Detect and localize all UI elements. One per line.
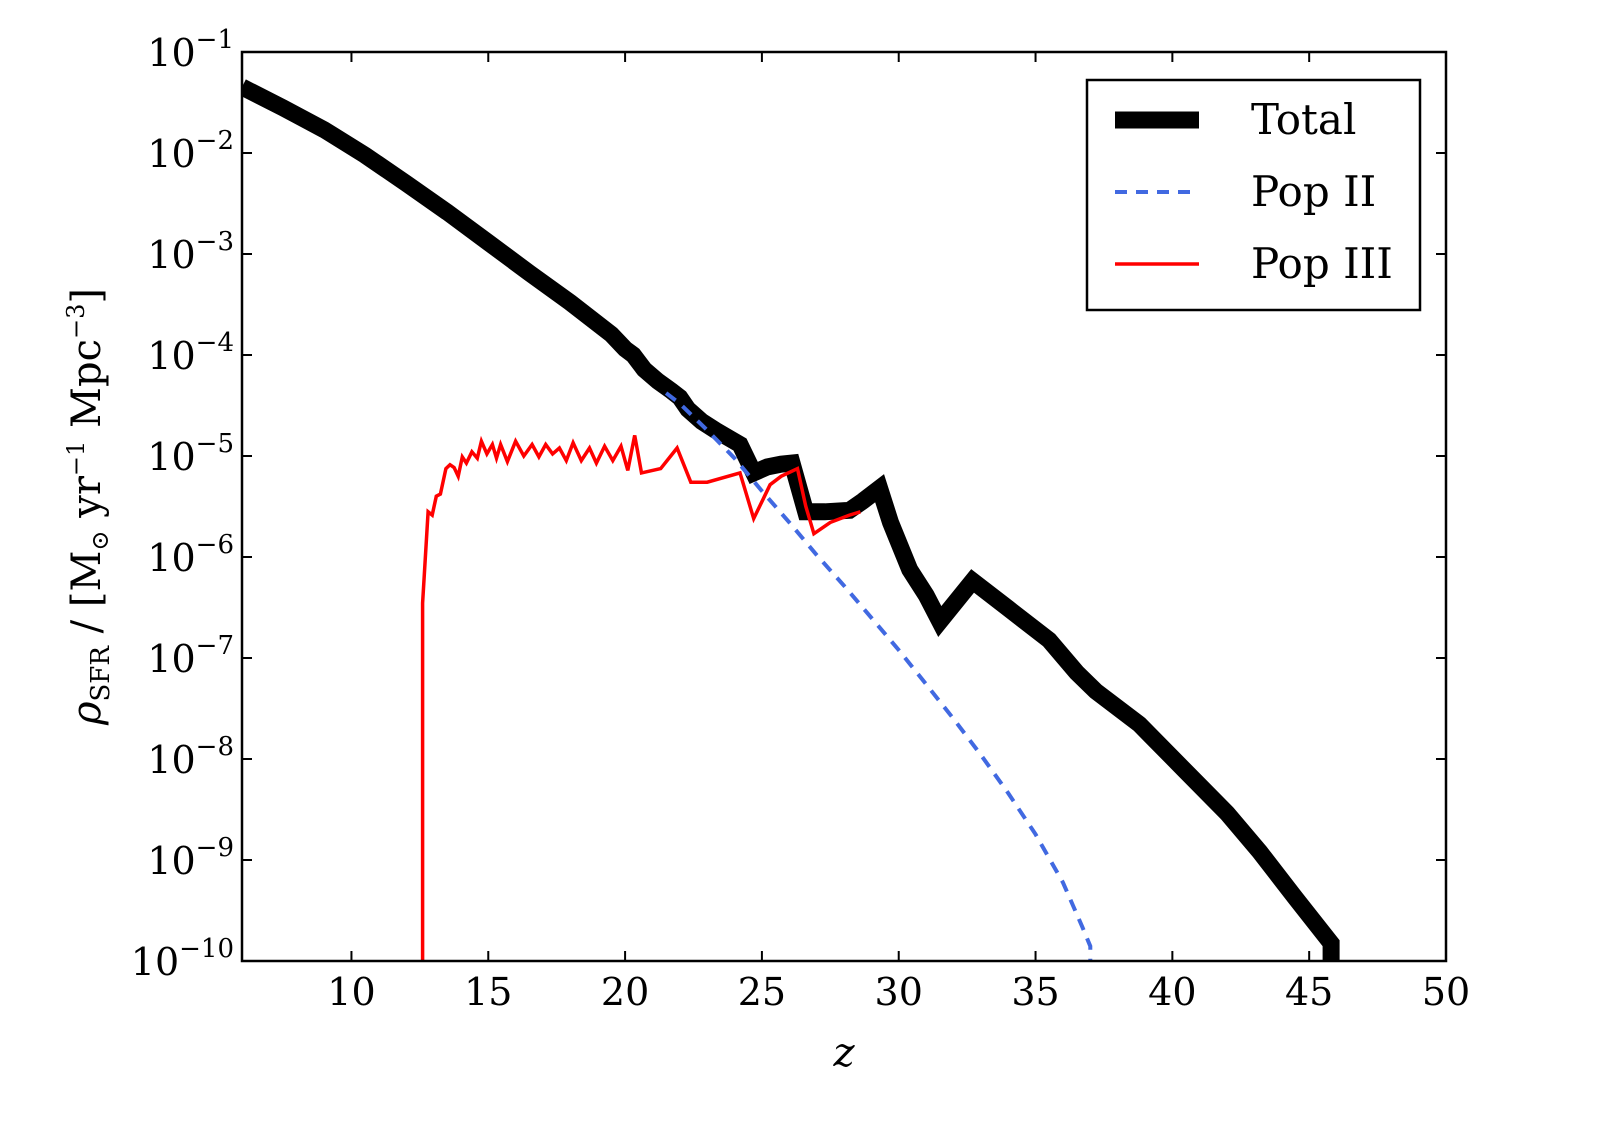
plot-frame: [240, 50, 1448, 963]
series-line-pop-iii: [420, 435, 861, 961]
x-tick-label: 45: [1285, 970, 1333, 1014]
y-tick-label: 10−7: [147, 631, 234, 681]
ylabel-unit-mpc: Mpc: [64, 339, 110, 441]
ylabel-unit-sun: ⊙: [86, 530, 114, 550]
ylabel-unit-lead: / [M: [64, 551, 110, 646]
y-tick-label: 10−8: [147, 732, 234, 782]
series-line-total: [242, 79, 1340, 961]
x-tick-label: 20: [601, 970, 649, 1014]
x-tick-label: 10: [327, 970, 375, 1014]
x-tick-label: 25: [738, 970, 786, 1014]
y-tick-label: 10−6: [147, 530, 234, 580]
ylabel-unit-mid: yr: [64, 475, 110, 530]
y-tick-label: 10−4: [147, 328, 234, 378]
x-tick-label: 50: [1422, 970, 1470, 1014]
legend: Total Pop II Pop III: [1085, 78, 1422, 312]
x-tick-label: 35: [1011, 970, 1059, 1014]
ylabel-unit-end: ]: [64, 288, 110, 304]
y-tick-label: 10−9: [147, 833, 234, 883]
y-tick-label: 10−2: [147, 126, 234, 176]
y-tick-label: 10−1: [147, 25, 234, 75]
ticks-layer: 10 15 20 25 30 35 40 45 50 10−10 10−9 10−8 10−7 10−6 1…: [131, 25, 1470, 1014]
ylabel-unit-exp1: −1: [62, 441, 90, 476]
y-axis-label: ρSFR / [M⊙ yr−1 Mpc−3]: [62, 288, 116, 726]
y-tick-label: 10−3: [147, 227, 234, 277]
ylabel-sub: SFR: [86, 645, 116, 702]
legend-label: Pop II: [1251, 167, 1376, 216]
x-axis-label: z: [832, 1030, 855, 1076]
y-tick-label: 10−5: [147, 429, 234, 479]
ylabel-unit-exp2: −3: [62, 304, 90, 339]
x-tick-label: 40: [1148, 970, 1196, 1014]
series-line-pop-ii: [664, 391, 1093, 961]
legend-label: Total: [1251, 95, 1356, 144]
y-tick-label: 10−10: [131, 934, 234, 984]
ylabel-prefix: ρ: [64, 701, 110, 726]
x-tick-label: 15: [464, 970, 512, 1014]
x-tick-label: 30: [875, 970, 923, 1014]
legend-label: Pop III: [1251, 239, 1393, 288]
series-layer: [242, 79, 1340, 961]
